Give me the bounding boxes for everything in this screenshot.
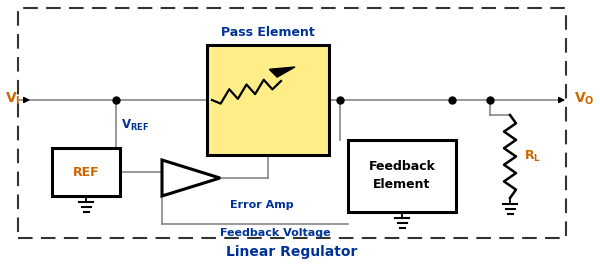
Text: Error Amp: Error Amp <box>230 200 293 210</box>
Bar <box>348 140 456 212</box>
Text: $\mathbf{R_L}$: $\mathbf{R_L}$ <box>524 148 541 163</box>
Text: Feedback Voltage: Feedback Voltage <box>220 228 331 238</box>
Text: $\mathbf{V_{REF}}$: $\mathbf{V_{REF}}$ <box>121 118 149 133</box>
Bar <box>52 148 120 196</box>
Text: Linear Regulator: Linear Regulator <box>226 245 358 259</box>
Bar <box>18 8 566 238</box>
Text: $\mathbf{V_O}$: $\mathbf{V_O}$ <box>574 91 595 107</box>
Polygon shape <box>162 160 220 196</box>
Text: Pass Element: Pass Element <box>221 26 315 39</box>
Text: $\mathbf{V_I}$: $\mathbf{V_I}$ <box>5 91 20 107</box>
Text: Feedback
Element: Feedback Element <box>368 161 436 192</box>
Polygon shape <box>269 67 295 77</box>
Text: REF: REF <box>73 166 100 178</box>
Bar <box>207 45 329 155</box>
